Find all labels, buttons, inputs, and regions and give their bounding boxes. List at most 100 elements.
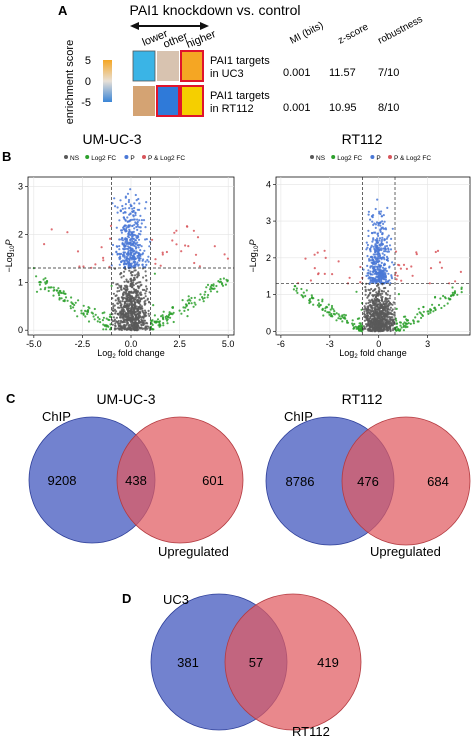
heatmap-row-rt112 xyxy=(133,85,204,117)
point-ns xyxy=(384,296,387,300)
point-ns xyxy=(389,326,392,329)
point-log2fc xyxy=(451,286,454,289)
point-ns xyxy=(139,293,143,296)
point-p-and-log2fc xyxy=(151,238,154,241)
point-log2fc xyxy=(149,319,152,322)
point-p xyxy=(120,252,123,255)
point-log2fc xyxy=(73,303,76,307)
point-log2fc xyxy=(339,317,342,320)
point-p xyxy=(133,261,136,264)
point-ns xyxy=(122,319,125,322)
venn-count-only-a: 9208 xyxy=(48,473,77,488)
x-tick-label: 3 xyxy=(425,339,430,349)
point-log2fc xyxy=(341,314,344,317)
point-ns xyxy=(389,329,392,333)
point-p xyxy=(367,274,370,277)
point-log2fc xyxy=(60,291,63,295)
point-p xyxy=(380,240,383,243)
point-log2fc xyxy=(399,324,402,327)
point-ns xyxy=(376,317,379,320)
point-p xyxy=(120,231,123,234)
cutoff-lines xyxy=(276,177,470,335)
point-p xyxy=(136,228,139,231)
point-p-and-log2fc xyxy=(428,282,431,285)
point-p xyxy=(374,207,377,211)
point-p-and-log2fc xyxy=(102,256,105,259)
point-p xyxy=(137,252,140,255)
point-p-and-log2fc xyxy=(317,273,320,276)
point-p-and-log2fc xyxy=(400,279,403,282)
point-log2fc xyxy=(397,293,400,296)
point-p-and-log2fc xyxy=(154,258,157,261)
point-p xyxy=(374,270,378,273)
point-log2fc xyxy=(74,301,77,304)
point-p xyxy=(130,235,134,238)
point-p xyxy=(121,207,124,210)
point-ns xyxy=(364,306,367,309)
point-p xyxy=(131,248,134,251)
point-log2fc xyxy=(169,312,173,315)
point-ns xyxy=(373,317,376,320)
point-ns xyxy=(142,311,145,314)
point-p-and-log2fc xyxy=(309,279,312,282)
point-ns xyxy=(120,311,123,315)
panel-a-letter: A xyxy=(58,3,68,18)
point-log2fc xyxy=(152,304,155,307)
point-ns xyxy=(132,284,135,287)
venn-circle-upregulated xyxy=(341,416,471,546)
point-ns xyxy=(143,314,146,317)
point-p xyxy=(378,243,381,246)
point-p xyxy=(131,207,134,210)
point-ns xyxy=(375,295,378,298)
point-p-and-log2fc xyxy=(348,276,351,279)
venn-count-only-b: 601 xyxy=(202,473,224,488)
point-log2fc xyxy=(35,290,39,293)
point-p xyxy=(113,197,116,200)
point-log2fc xyxy=(58,298,61,301)
point-ns xyxy=(389,294,392,297)
point-p xyxy=(138,259,141,262)
point-ns xyxy=(377,283,380,286)
point-log2fc xyxy=(202,300,205,303)
point-ns xyxy=(145,290,148,293)
point-p xyxy=(376,198,379,201)
point-ns xyxy=(372,302,375,305)
point-p xyxy=(128,233,131,236)
point-log2fc xyxy=(316,304,319,307)
point-p xyxy=(379,221,382,224)
point-p xyxy=(126,240,129,243)
point-log2fc xyxy=(354,325,357,328)
point-ns xyxy=(122,312,125,315)
point-ns xyxy=(371,318,374,321)
point-log2fc xyxy=(437,303,441,307)
point-p-and-log2fc xyxy=(323,272,326,275)
point-p xyxy=(139,214,142,217)
point-p-and-log2fc xyxy=(438,261,442,264)
point-log2fc xyxy=(181,299,184,302)
point-ns xyxy=(134,296,137,299)
point-p xyxy=(381,271,384,274)
point-ns xyxy=(388,308,391,311)
cutoff-lines xyxy=(28,177,234,335)
point-p xyxy=(145,238,148,241)
point-p xyxy=(116,206,119,209)
x-tick-label: -3 xyxy=(326,339,334,349)
point-ns xyxy=(129,327,132,330)
y-tick-label: 3 xyxy=(266,216,271,226)
heatmap-cell xyxy=(180,85,204,117)
point-p xyxy=(131,256,134,260)
point-p xyxy=(383,220,386,223)
point-p xyxy=(130,232,133,235)
point-log2fc xyxy=(338,315,341,318)
point-ns xyxy=(123,303,126,306)
point-log2fc xyxy=(109,328,112,331)
point-ns xyxy=(368,299,371,302)
point-ns xyxy=(121,298,125,301)
y-axis-label: −Log10P xyxy=(248,240,260,273)
point-p xyxy=(383,253,386,257)
point-p xyxy=(136,254,139,258)
stat-z-rt112: 10.95 xyxy=(329,102,357,114)
point-p xyxy=(362,268,365,271)
point-p xyxy=(124,247,127,251)
colorbar-tick-5: 5 xyxy=(85,55,91,67)
